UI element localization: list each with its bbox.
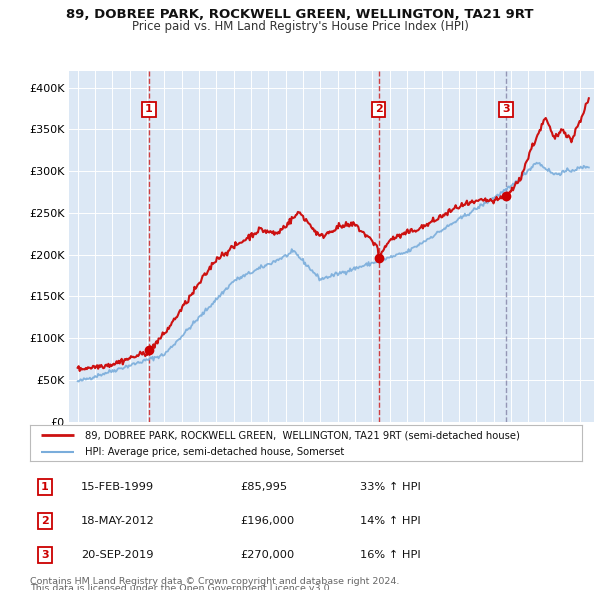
- Text: Price paid vs. HM Land Registry's House Price Index (HPI): Price paid vs. HM Land Registry's House …: [131, 20, 469, 33]
- Text: 20-SEP-2019: 20-SEP-2019: [81, 550, 154, 560]
- Text: 1: 1: [41, 482, 49, 491]
- Text: HPI: Average price, semi-detached house, Somerset: HPI: Average price, semi-detached house,…: [85, 447, 344, 457]
- Text: Contains HM Land Registry data © Crown copyright and database right 2024.: Contains HM Land Registry data © Crown c…: [30, 577, 400, 586]
- Text: £196,000: £196,000: [240, 516, 294, 526]
- Text: 16% ↑ HPI: 16% ↑ HPI: [360, 550, 421, 560]
- Text: 1: 1: [145, 104, 153, 114]
- Text: This data is licensed under the Open Government Licence v3.0.: This data is licensed under the Open Gov…: [30, 584, 332, 590]
- Text: 2: 2: [375, 104, 383, 114]
- Text: 14% ↑ HPI: 14% ↑ HPI: [360, 516, 421, 526]
- Text: 33% ↑ HPI: 33% ↑ HPI: [360, 482, 421, 491]
- Text: 2: 2: [41, 516, 49, 526]
- Text: 3: 3: [502, 104, 510, 114]
- Text: £270,000: £270,000: [240, 550, 294, 560]
- Text: 89, DOBREE PARK, ROCKWELL GREEN, WELLINGTON, TA21 9RT: 89, DOBREE PARK, ROCKWELL GREEN, WELLING…: [66, 8, 534, 21]
- Text: £85,995: £85,995: [240, 482, 287, 491]
- Text: 3: 3: [41, 550, 49, 560]
- Text: 15-FEB-1999: 15-FEB-1999: [81, 482, 154, 491]
- Text: 89, DOBREE PARK, ROCKWELL GREEN,  WELLINGTON, TA21 9RT (semi-detached house): 89, DOBREE PARK, ROCKWELL GREEN, WELLING…: [85, 430, 520, 440]
- Text: 18-MAY-2012: 18-MAY-2012: [81, 516, 155, 526]
